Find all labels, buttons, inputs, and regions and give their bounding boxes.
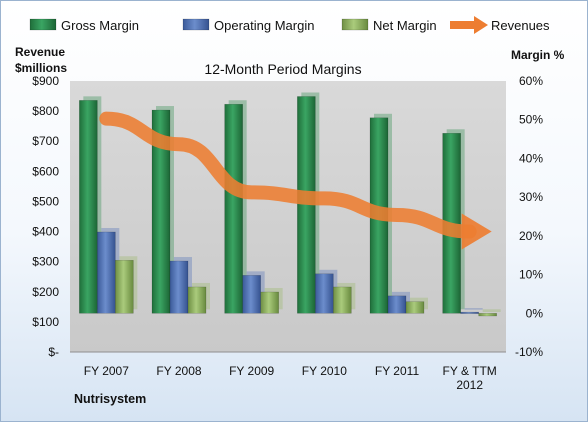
category-label: FY 2010 bbox=[302, 364, 347, 378]
right-axis-ticks: -10% 0% 10% 20% 30% 40% 50% 60% bbox=[515, 74, 543, 359]
left-tick-label: $500 bbox=[32, 194, 59, 208]
left-tick-label: $900 bbox=[32, 74, 59, 88]
category-label: FY 2011 bbox=[375, 364, 420, 378]
gross-margin-bar bbox=[151, 109, 171, 314]
legend-label-net-margin: Net Margin bbox=[373, 18, 437, 33]
right-tick-label: 40% bbox=[519, 151, 543, 165]
operating-margin-bar bbox=[315, 273, 334, 314]
right-tick-label: -10% bbox=[515, 345, 543, 359]
legend-label-gross-margin: Gross Margin bbox=[61, 18, 139, 33]
left-tick-label: $800 bbox=[32, 104, 59, 118]
legend-swatch-operating-margin bbox=[182, 18, 210, 31]
operating-margin-bar bbox=[460, 311, 479, 314]
operating-margin-bar bbox=[387, 295, 407, 314]
right-tick-label: 50% bbox=[519, 113, 543, 127]
net-margin-bar bbox=[405, 301, 425, 314]
left-tick-label: $700 bbox=[32, 134, 59, 148]
left-tick-label: $400 bbox=[32, 225, 59, 239]
legend-swatch-gross-margin bbox=[29, 18, 57, 31]
category-label: FY 2008 bbox=[156, 364, 201, 378]
operating-margin-bar-shadow bbox=[464, 308, 483, 310]
left-tick-label: $300 bbox=[32, 255, 59, 269]
right-axis-title: Margin % bbox=[511, 48, 565, 62]
legend-swatch-net-margin bbox=[341, 18, 369, 31]
right-tick-label: 30% bbox=[519, 190, 543, 204]
right-tick-label: 60% bbox=[519, 74, 543, 88]
chart-title: 12-Month Period Margins bbox=[204, 61, 361, 77]
net-margin-bar bbox=[115, 259, 134, 314]
revenues-arrowhead bbox=[461, 213, 492, 250]
gross-margin-bar bbox=[224, 103, 243, 314]
operating-margin-bar bbox=[97, 231, 116, 314]
left-tick-label: $100 bbox=[32, 315, 59, 329]
legend-label-operating-margin: Operating Margin bbox=[214, 18, 314, 33]
left-tick-label: $600 bbox=[32, 164, 59, 178]
category-label: FY 2009 bbox=[229, 364, 274, 378]
operating-margin-bar bbox=[169, 260, 189, 314]
category-labels: FY 2007 FY 2008 FY 2009 FY 2010 FY 2011 FY & … bbox=[84, 364, 497, 392]
legend: Gross Margin Operating Margin Net Margin Re… bbox=[29, 16, 550, 34]
left-tick-label: $- bbox=[48, 345, 59, 359]
revenues-line bbox=[99, 111, 477, 239]
left-tick-label: $200 bbox=[32, 285, 59, 299]
net-margin-bar bbox=[260, 291, 279, 314]
right-tick-label: 0% bbox=[526, 306, 544, 320]
category-label: FY & TTM bbox=[443, 364, 497, 378]
revenue-series bbox=[99, 111, 492, 250]
left-axis-title-line-2: $millions bbox=[15, 61, 67, 75]
net-margin-bar bbox=[333, 286, 352, 314]
legend-label-revenues: Revenues bbox=[491, 18, 550, 33]
company-name: Nutrisystem bbox=[74, 392, 146, 406]
left-axis-ticks: $- $100 $200 $300 $400 $500 $600 $700 $800 $900 bbox=[32, 74, 59, 359]
left-axis-title-line-1: Revenue bbox=[15, 45, 65, 59]
gross-margin-bar bbox=[79, 100, 98, 314]
net-margin-bar-shadow bbox=[482, 309, 501, 312]
category-label: 2012 bbox=[456, 378, 483, 392]
right-tick-label: 10% bbox=[519, 268, 543, 282]
net-margin-bar bbox=[478, 313, 497, 317]
operating-margin-bar bbox=[242, 275, 261, 314]
category-label: FY 2007 bbox=[84, 364, 129, 378]
right-tick-label: 20% bbox=[519, 229, 543, 243]
legend-arrowhead-revenues bbox=[474, 16, 488, 34]
net-margin-bar bbox=[187, 286, 207, 314]
